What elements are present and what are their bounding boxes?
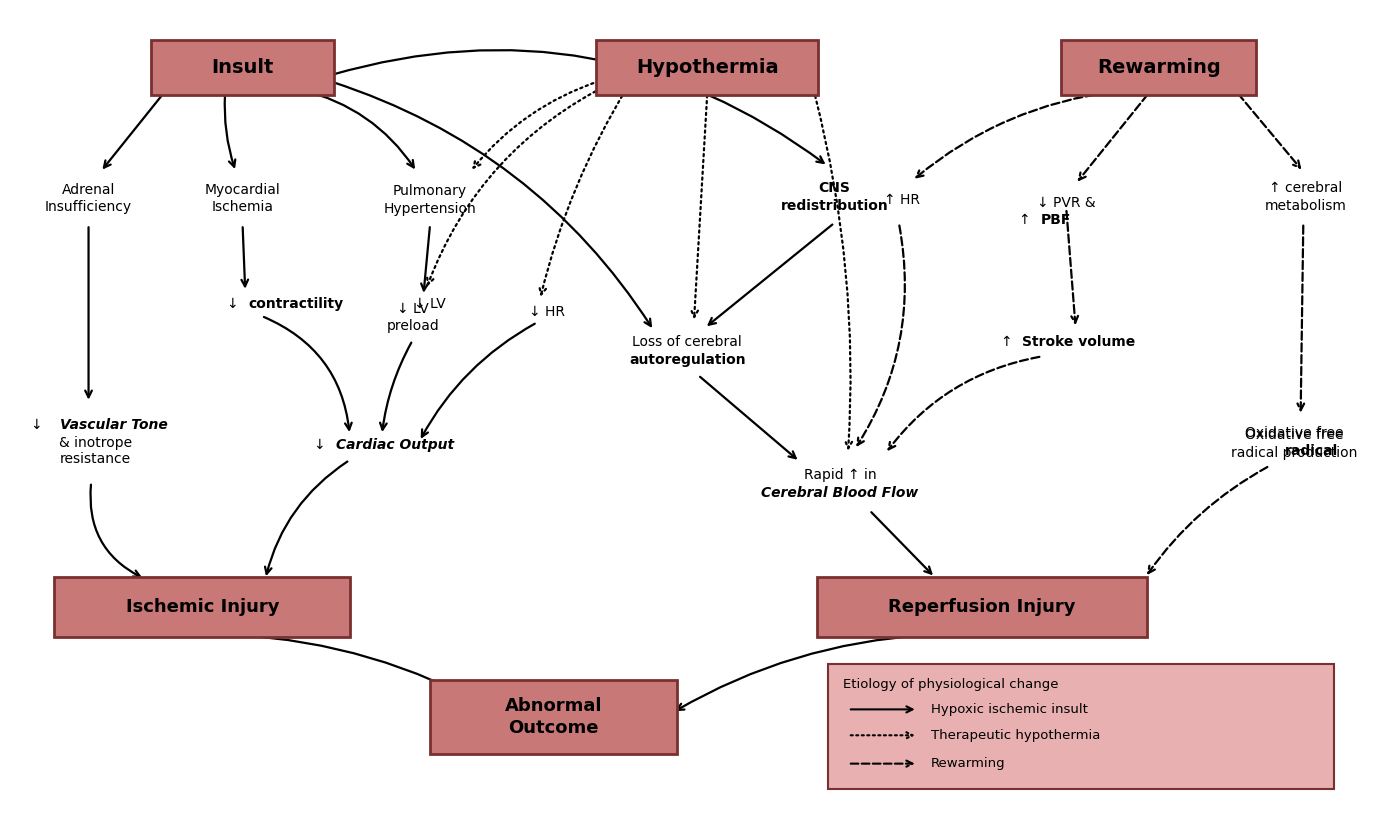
- Text: ↓ LV: ↓ LV: [414, 328, 446, 342]
- Text: resistance: resistance: [59, 452, 131, 466]
- Text: Reperfusion Injury: Reperfusion Injury: [888, 599, 1076, 617]
- Text: Pulmonary
Hypertension: Pulmonary Hypertension: [384, 184, 476, 216]
- Text: Vascular Tone: Vascular Tone: [61, 418, 168, 432]
- Text: Oxidative: Oxidative: [1289, 426, 1361, 440]
- Text: Oxidative free: Oxidative free: [1245, 426, 1343, 440]
- Text: Etiology of physiological change: Etiology of physiological change: [842, 678, 1058, 691]
- Text: ↓: ↓: [314, 438, 330, 452]
- Text: radical production: radical production: [1230, 446, 1357, 460]
- FancyBboxPatch shape: [431, 680, 677, 753]
- Text: Therapeutic hypothermia: Therapeutic hypothermia: [932, 729, 1101, 742]
- Text: ↓ LV
preload: ↓ LV preload: [387, 302, 439, 333]
- Text: Stroke volume: Stroke volume: [1022, 335, 1135, 348]
- Text: ↓ LV: ↓ LV: [414, 297, 446, 327]
- Text: ↓: ↓: [30, 418, 47, 432]
- Text: Abnormal
Outcome: Abnormal Outcome: [505, 697, 603, 737]
- Text: Rewarming: Rewarming: [1097, 58, 1221, 77]
- Text: PBF: PBF: [1040, 213, 1071, 227]
- FancyBboxPatch shape: [817, 578, 1146, 637]
- Text: autoregulation: autoregulation: [629, 353, 746, 367]
- Text: Hypothermia: Hypothermia: [636, 58, 779, 77]
- Text: radical: radical: [1285, 444, 1337, 458]
- Text: Oxidative free: Oxidative free: [1245, 428, 1343, 442]
- Text: Insult: Insult: [212, 58, 274, 77]
- Text: contractility: contractility: [248, 297, 343, 311]
- FancyBboxPatch shape: [1061, 40, 1256, 95]
- Text: Ischemic Injury: Ischemic Injury: [125, 599, 279, 617]
- Text: ↑ cerebral
metabolism: ↑ cerebral metabolism: [1265, 182, 1347, 213]
- Text: CNS
redistribution: CNS redistribution: [780, 182, 889, 213]
- FancyBboxPatch shape: [596, 40, 819, 95]
- Text: Rapid ↑ in: Rapid ↑ in: [804, 469, 877, 483]
- Text: Myocardial
Ischemia: Myocardial Ischemia: [205, 183, 281, 214]
- Text: ↓ HR: ↓ HR: [528, 305, 564, 319]
- Text: & inotrope: & inotrope: [59, 436, 132, 450]
- FancyBboxPatch shape: [828, 664, 1335, 789]
- Text: Oxidative free: Oxidative free: [1236, 436, 1333, 466]
- Text: Cardiac Output: Cardiac Output: [336, 438, 454, 452]
- Text: Loss of cerebral: Loss of cerebral: [633, 335, 742, 348]
- FancyBboxPatch shape: [151, 40, 333, 95]
- Text: Adrenal
Insufficiency: Adrenal Insufficiency: [45, 183, 132, 214]
- Text: ↑ HR: ↑ HR: [883, 193, 919, 207]
- Text: Hypoxic ischemic insult: Hypoxic ischemic insult: [932, 703, 1088, 716]
- Text: Rewarming: Rewarming: [932, 757, 1006, 770]
- Text: ↓ PVR &: ↓ PVR &: [1038, 196, 1095, 209]
- Text: Cerebral Blood Flow: Cerebral Blood Flow: [761, 486, 919, 500]
- Text: ↑: ↑: [1020, 213, 1036, 227]
- Text: ↓: ↓: [227, 297, 242, 311]
- Text: ↑: ↑: [1000, 335, 1017, 348]
- FancyBboxPatch shape: [55, 578, 351, 637]
